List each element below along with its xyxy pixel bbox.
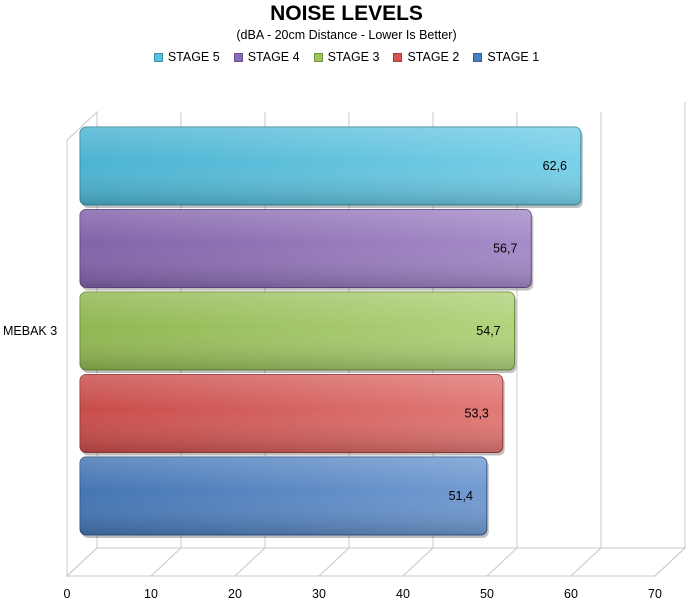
chart-title: NOISE LEVELS xyxy=(270,2,423,25)
legend-item-stage-4: STAGE 4 xyxy=(233,49,300,65)
x-tick-label: 20 xyxy=(228,587,242,601)
legend-label-stage-2: STAGE 2 xyxy=(407,50,460,64)
bar-shading xyxy=(80,292,515,370)
bar-shading xyxy=(80,457,487,535)
data-label: 51,4 xyxy=(449,489,473,503)
legend-swatch-stage-1 xyxy=(473,52,483,62)
x-tick-label: 30 xyxy=(312,587,326,601)
data-label: 62,6 xyxy=(543,159,567,173)
bars: 62,6 56,7 54,7 53,3 51,4 xyxy=(79,126,583,538)
floor xyxy=(65,547,687,577)
x-tick-label: 0 xyxy=(64,587,71,601)
floor-gridline xyxy=(570,547,602,577)
legend-item-stage-5: STAGE 5 xyxy=(153,49,220,65)
legend-label-stage-5: STAGE 5 xyxy=(167,50,220,64)
category-label: MEBAK 3 xyxy=(3,324,57,338)
legend-item-stage-1: STAGE 1 xyxy=(473,49,539,65)
x-tick-label: 50 xyxy=(480,587,494,601)
x-tick-label: 10 xyxy=(144,587,158,601)
legend-label-stage-4: STAGE 4 xyxy=(247,50,300,64)
category-labels: MEBAK 3 xyxy=(3,324,57,338)
data-label: 53,3 xyxy=(465,407,489,421)
legend-swatch-stage-3 xyxy=(313,52,323,62)
floor-gridline xyxy=(234,547,266,577)
bar-shading xyxy=(80,374,503,453)
x-tick-label: 40 xyxy=(396,587,410,601)
x-tick-labels: 0 10 20 30 40 50 60 70 xyxy=(64,587,662,601)
legend-label-stage-1: STAGE 1 xyxy=(487,50,540,64)
legend-swatch-stage-4 xyxy=(233,52,243,62)
bar-shading xyxy=(80,127,581,205)
legend-swatch-stage-2 xyxy=(393,52,403,62)
bar-shading xyxy=(80,209,532,288)
legend-item-stage-3: STAGE 3 xyxy=(313,49,380,65)
floor-gridline xyxy=(402,547,434,577)
floor-gridline xyxy=(654,547,686,577)
legend: STAGE 5 STAGE 4 STAGE 3 STAGE 2 STAGE 1 xyxy=(0,49,693,65)
legend-swatch-stage-5 xyxy=(153,52,163,62)
data-label: 54,7 xyxy=(476,324,500,338)
floor-gridline xyxy=(486,547,518,577)
data-label: 56,7 xyxy=(493,242,517,256)
chart-subtitle: (dBA - 20cm Distance - Lower Is Better) xyxy=(236,28,457,42)
floor-gridline xyxy=(150,547,182,577)
floor-gridline xyxy=(66,547,98,577)
legend-label-stage-3: STAGE 3 xyxy=(327,50,380,64)
floor-gridline xyxy=(318,547,350,577)
legend-item-stage-2: STAGE 2 xyxy=(393,49,459,65)
x-tick-label: 60 xyxy=(564,587,578,601)
x-tick-label: 70 xyxy=(648,587,662,601)
